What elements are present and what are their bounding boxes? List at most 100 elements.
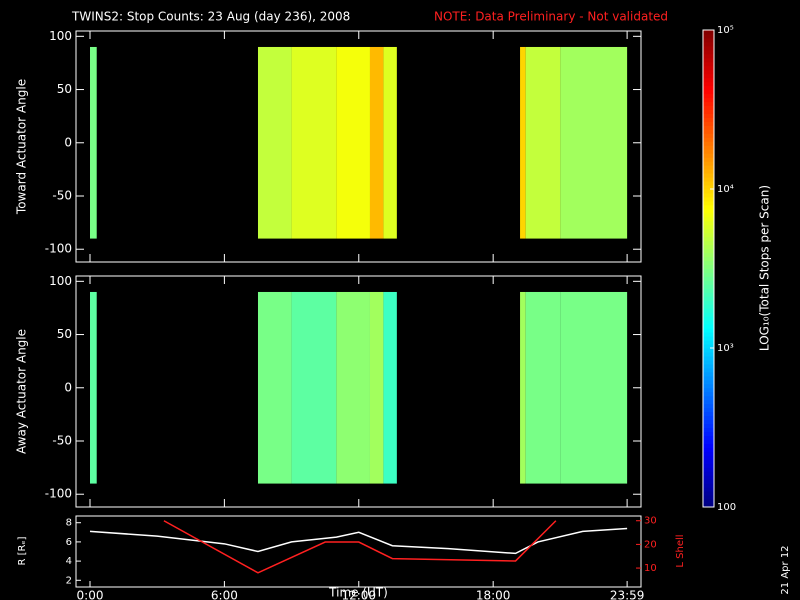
y-tick-label: 8	[66, 518, 72, 529]
colorbar-swatch	[703, 212, 714, 218]
colorbar-swatch	[703, 117, 714, 122]
colorbar-swatch	[703, 65, 714, 71]
colorbar-swatch	[703, 431, 714, 436]
colorbar-swatch	[703, 85, 714, 91]
colorbar-swatch	[703, 49, 714, 55]
y-axis-label: R [Rₑ]	[17, 536, 28, 565]
heat-cell	[257, 291, 292, 484]
colorbar-swatch	[703, 399, 714, 405]
heat-cell	[336, 291, 370, 484]
colorbar-swatch	[703, 200, 714, 206]
colorbar-swatch	[703, 149, 714, 154]
colorbar-swatch	[703, 260, 714, 266]
colorbar-swatch	[703, 316, 714, 321]
colorbar-swatch	[703, 81, 714, 87]
colorbar-swatch	[703, 192, 714, 198]
colorbar-swatch	[703, 427, 714, 432]
y-tick-label: 4	[66, 556, 72, 567]
colorbar-swatch	[703, 499, 714, 504]
colorbar-swatch	[703, 129, 714, 134]
colorbar-swatch	[703, 332, 714, 337]
colorbar-swatch	[703, 467, 714, 472]
series-line	[163, 520, 557, 574]
y-tick-label: 100	[49, 29, 72, 43]
colorbar-swatch	[703, 495, 714, 500]
heat-cell	[525, 291, 561, 484]
y-axis-label: Toward Actuator Angle	[15, 79, 29, 215]
colorbar-swatch	[703, 30, 714, 35]
heat-cell	[560, 291, 628, 484]
colorbar-swatch	[703, 196, 714, 202]
colorbar-swatch	[703, 189, 714, 194]
colorbar-swatch	[703, 268, 714, 273]
colorbar-swatch	[703, 248, 714, 254]
colorbar-swatch	[703, 379, 714, 385]
y-tick-label: 0	[64, 380, 72, 394]
colorbar-swatch	[703, 328, 714, 333]
colorbar-swatch	[703, 181, 714, 186]
colorbar-label: LOG₁₀(Total Stops per Scan)	[758, 185, 772, 351]
colorbar-swatch	[703, 121, 714, 126]
colorbar-swatch	[703, 216, 714, 222]
colorbar-swatch	[703, 69, 714, 75]
colorbar-swatch	[703, 415, 714, 421]
y2-tick-label: 10	[644, 563, 657, 574]
colorbar-swatch	[703, 137, 714, 142]
colorbar-swatch	[703, 276, 714, 281]
colorbar-swatch	[703, 77, 714, 83]
colorbar-swatch	[703, 41, 714, 47]
colorbar-swatch	[703, 340, 714, 345]
colorbar-swatch	[703, 125, 714, 130]
colorbar-swatch	[703, 57, 714, 63]
colorbar-frame	[702, 29, 715, 508]
colorbar-swatch	[703, 475, 714, 480]
colorbar-swatch	[703, 351, 714, 357]
colorbar-swatch	[703, 89, 714, 95]
colorbar-swatch	[703, 264, 714, 269]
colorbar-swatch	[703, 161, 714, 166]
colorbar-swatch	[703, 105, 714, 110]
colorbar-swatch	[703, 483, 714, 488]
x-tick-label: 0:00	[77, 589, 104, 600]
y-tick-label: 6	[66, 537, 72, 548]
colorbar-swatch	[703, 487, 714, 492]
colorbar-swatch	[703, 185, 714, 190]
colorbar-swatch	[703, 459, 714, 464]
heat-cell	[560, 46, 628, 239]
x-tick-label: 23:59	[610, 589, 645, 600]
colorbar-swatch	[703, 391, 714, 397]
y-tick-label: -100	[45, 487, 72, 501]
colorbar-swatch	[703, 284, 714, 289]
colorbar-swatch	[703, 232, 714, 238]
colorbar-swatch	[703, 45, 714, 51]
y-tick-label: 2	[66, 575, 72, 586]
heat-cell	[291, 46, 337, 239]
heat-cell	[89, 46, 97, 239]
colorbar-swatch	[703, 292, 714, 297]
colorbar-tick-label: 10⁵	[717, 25, 734, 36]
colorbar-swatch	[703, 455, 714, 460]
colorbar-swatch	[703, 272, 714, 277]
colorbar-swatch	[703, 336, 714, 341]
colorbar-swatch	[703, 113, 714, 118]
x-axis-label: Time (UT)	[328, 586, 388, 600]
colorbar-swatch	[703, 141, 714, 146]
series-line	[89, 527, 628, 555]
colorbar-swatch	[703, 419, 714, 425]
heat-cell	[369, 291, 384, 484]
colorbar-swatch	[703, 280, 714, 285]
colorbar-swatch	[703, 252, 714, 258]
chart-subtitle: NOTE: Data Preliminary - Not validated	[434, 10, 668, 24]
colorbar-swatch	[703, 375, 714, 381]
colorbar-swatch	[703, 435, 714, 440]
y-tick-label: 0	[64, 135, 72, 149]
colorbar-swatch	[703, 387, 714, 393]
y2-tick-label: 30	[644, 516, 657, 527]
colorbar-swatch	[703, 407, 714, 413]
x-tick-label: 12:00	[341, 589, 376, 600]
colorbar-swatch	[703, 363, 714, 369]
date-stamp: 21 Apr 12	[780, 545, 791, 594]
colorbar-swatch	[703, 73, 714, 79]
colorbar-swatch	[703, 153, 714, 158]
